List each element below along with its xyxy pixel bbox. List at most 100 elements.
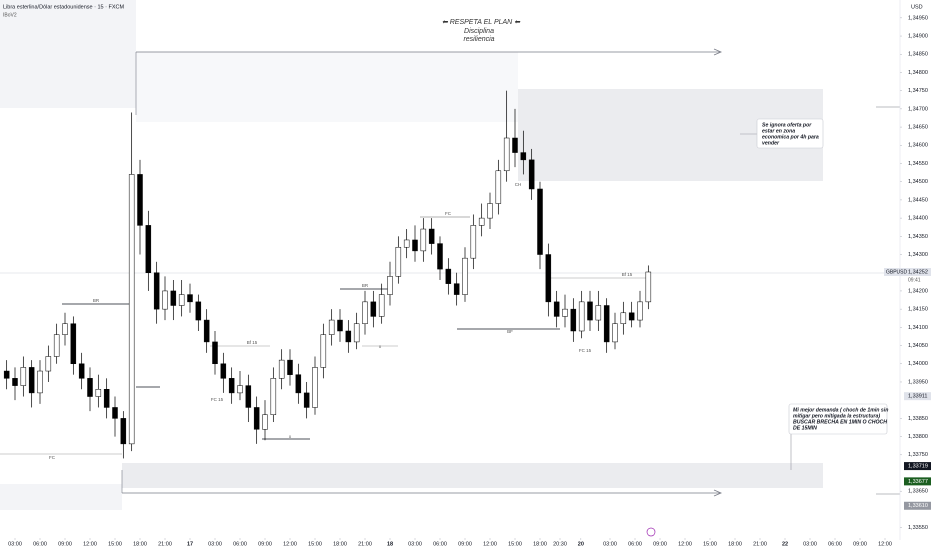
tag: x: [379, 344, 382, 349]
x-tick-label: 12:00: [483, 541, 497, 547]
candle-body: [553, 301, 560, 317]
candle-body: [487, 203, 493, 219]
price-marker: [904, 268, 931, 277]
y-tick-label: 1,34150: [908, 307, 928, 313]
tag: Bf 15: [622, 272, 633, 277]
note-line: mitigar pero mitigada la estructura): [793, 413, 880, 419]
x-tick-label: 06:00: [233, 541, 247, 547]
plan-note: resiliencia: [463, 36, 494, 43]
candle-body: [70, 323, 77, 365]
candle-body: [128, 174, 135, 445]
y-tick-label: 1,34850: [908, 52, 928, 58]
candle-body: [387, 276, 393, 295]
candle-body: [628, 312, 635, 321]
structure-lines: [0, 216, 650, 455]
candle-body: [528, 159, 535, 190]
x-tick-label: 18: [387, 541, 393, 547]
candle-body: [228, 378, 235, 394]
candle-body: [137, 174, 143, 226]
candle-body: [20, 367, 27, 386]
candle-body: [645, 271, 652, 303]
y-tick-label: 1,34400: [908, 216, 928, 222]
x-tick-label: 18:00: [533, 541, 547, 547]
candle-body: [345, 330, 352, 343]
y-tick-label: 1,34000: [908, 361, 928, 367]
tag: Bf 15: [247, 340, 258, 345]
candle-body: [520, 152, 527, 161]
y-tick-label: 1,34450: [908, 197, 928, 203]
price-marker: [904, 477, 931, 486]
candle-body: [3, 370, 10, 379]
x-tick-label: 06:00: [828, 541, 842, 547]
x-tick-label: 06:00: [433, 541, 447, 547]
note-box: [788, 403, 888, 435]
x-tick-label: 18:00: [728, 541, 742, 547]
symbol-tag: [884, 268, 904, 277]
candle-body: [37, 370, 43, 394]
candle-body: [237, 385, 243, 394]
candle-body: [203, 319, 210, 343]
zone: [0, 0, 136, 108]
candle-body: [262, 414, 268, 430]
x-tick-label: 03:00: [803, 541, 817, 547]
candle-body: [153, 272, 160, 310]
candle-body: [337, 319, 343, 332]
note-line: vender: [762, 140, 780, 146]
y-tick-label: 1,33800: [908, 434, 928, 440]
candle-body: [212, 341, 218, 365]
candle-body: [303, 392, 310, 408]
candle-body: [403, 239, 410, 248]
y-tick-label: 1,34900: [908, 34, 928, 40]
demand-zone: [122, 463, 823, 488]
note-line: Se ignora oferta por: [762, 122, 812, 128]
candle-body: [570, 308, 577, 332]
y-tick-label: 1,34700: [908, 106, 928, 112]
y-tick-label: 1,34300: [908, 252, 928, 258]
tag: BF: [507, 329, 513, 334]
x-tick-label: 12:00: [83, 541, 97, 547]
x-tick-label: 15:00: [508, 541, 522, 547]
x-tick-label: 21:00: [358, 541, 372, 547]
x-tick-label: 09:00: [853, 541, 867, 547]
candle-body: [370, 301, 377, 317]
candle-body: [162, 290, 168, 310]
x-tick-label: 20: [578, 541, 584, 547]
y-tick-label: 1,33850: [908, 416, 928, 422]
candle-body: [28, 367, 35, 394]
note-line: DE 15MIN: [793, 425, 817, 431]
tag: CH: [515, 182, 522, 187]
x-tick-label: 18:00: [133, 541, 147, 547]
candle-body: [328, 319, 335, 335]
candle-body: [395, 246, 402, 277]
x-tick-label: 09:00: [258, 541, 272, 547]
chart-title: Libra esterlina/Dólar estadounidense · 1…: [3, 4, 124, 10]
y-tick-label: 1,33750: [908, 452, 928, 458]
x-tick-label: 03:00: [408, 541, 422, 547]
x-tick-label: 21:00: [158, 541, 172, 547]
candle-body: [270, 378, 277, 415]
candle-body: [170, 290, 177, 306]
tag: FC: [445, 211, 452, 216]
x-tick-label: 03:00: [208, 541, 222, 547]
candle-body: [620, 312, 627, 324]
note-box: [756, 118, 824, 149]
x-tick-label: 20:30: [553, 541, 567, 547]
tag: BR: [93, 298, 100, 303]
x-tick-label: 22: [782, 541, 788, 547]
note-line: Mi mejor demanda ( choch de 1min sin: [793, 407, 888, 413]
tag: x: [289, 434, 292, 439]
candle-body: [612, 323, 618, 343]
candle-body: [478, 217, 485, 226]
y-tick-label: 1,34350: [908, 234, 928, 240]
candle-body: [637, 301, 643, 321]
price-marker: [904, 501, 931, 510]
candle-body: [562, 308, 568, 317]
candle-body: [412, 239, 418, 252]
y-tick-label: 1,34500: [908, 179, 928, 185]
candle-body: [320, 334, 327, 368]
x-tick-label: 09:00: [58, 541, 72, 547]
y-tick-label: 1,34800: [908, 70, 928, 76]
x-tick-label: 15:00: [108, 541, 122, 547]
candle-body: [420, 228, 427, 252]
